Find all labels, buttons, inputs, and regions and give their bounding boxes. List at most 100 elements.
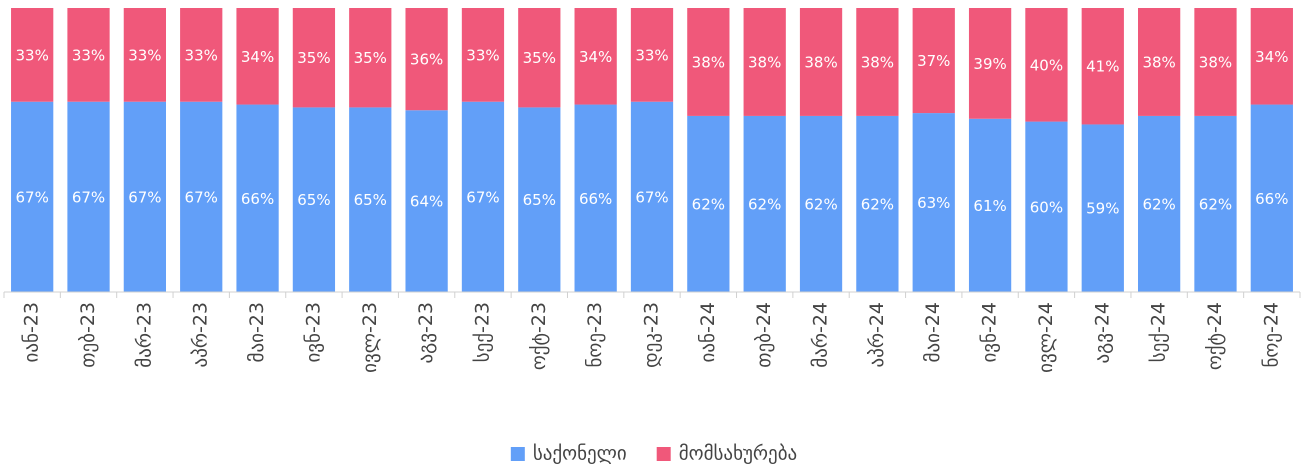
bar-segment xyxy=(687,8,730,116)
bar-segment xyxy=(799,115,843,292)
bar-segment xyxy=(180,8,223,102)
bar-segment xyxy=(1081,8,1124,125)
bar-segment xyxy=(405,110,448,293)
data-label: 36% xyxy=(410,51,443,69)
data-label: 33% xyxy=(72,46,105,64)
data-label: 61% xyxy=(973,197,1006,215)
bar-segment xyxy=(405,8,448,111)
bar-segment xyxy=(968,118,1012,292)
bar-segment xyxy=(349,107,392,293)
bar-segment xyxy=(1194,115,1237,292)
legend-swatch xyxy=(656,447,671,461)
data-label: 67% xyxy=(128,188,161,206)
x-tick-label: ნოე-24 xyxy=(1260,302,1282,368)
bar-segment xyxy=(574,104,617,292)
bar-segment xyxy=(743,115,786,292)
x-tick-label: მარ-24 xyxy=(810,302,832,368)
data-label: 65% xyxy=(354,191,387,209)
legend-item: საქონელი xyxy=(510,443,627,465)
data-label: 35% xyxy=(297,49,330,67)
data-label: 33% xyxy=(128,46,161,64)
data-label: 38% xyxy=(861,53,894,71)
data-label: 38% xyxy=(692,53,725,71)
data-label: 66% xyxy=(1255,190,1288,208)
data-label: 39% xyxy=(973,55,1006,73)
data-label: 62% xyxy=(861,195,894,213)
bar-segment xyxy=(123,8,166,102)
bar-segment xyxy=(11,101,54,292)
data-label: 64% xyxy=(410,193,443,211)
data-label: 65% xyxy=(523,191,556,209)
legend-label: საქონელი xyxy=(533,443,627,465)
bar-segment xyxy=(1194,8,1237,116)
data-label: 38% xyxy=(1142,53,1175,71)
x-tick-label: თებ-23 xyxy=(77,302,99,368)
x-tick-label: ოქტ-24 xyxy=(1204,302,1226,370)
x-tick-label: თებ-24 xyxy=(753,302,775,368)
bar-segment xyxy=(1138,115,1181,292)
bar-segment xyxy=(11,8,54,102)
x-tick-label: ნოე-23 xyxy=(584,302,606,368)
data-label: 67% xyxy=(72,188,105,206)
data-label: 38% xyxy=(748,53,781,71)
legend-item: მომსახურება xyxy=(656,443,797,465)
legend-label: მომსახურება xyxy=(679,443,797,465)
bar-segment xyxy=(1081,124,1124,292)
data-label: 67% xyxy=(16,188,49,206)
plot-area: 67% 33% იან-23 67% 33% თებ-23 67% 33% მარ-23 67% 3… xyxy=(3,8,1301,373)
data-label: 35% xyxy=(523,49,556,67)
data-label: 40% xyxy=(1030,56,1063,74)
bar-segment xyxy=(799,8,843,116)
bar-segment xyxy=(687,115,730,292)
data-label: 33% xyxy=(466,46,499,64)
bar-segment xyxy=(630,8,674,102)
data-label: 63% xyxy=(917,194,950,212)
x-tick-label: ივნ-23 xyxy=(302,302,324,363)
data-label: 65% xyxy=(297,191,330,209)
x-tick-label: აპრ-23 xyxy=(190,302,212,367)
bar-segment xyxy=(912,8,955,114)
bar-segment xyxy=(236,104,279,292)
x-tick-label: სექ-24 xyxy=(1148,302,1170,362)
data-label: 62% xyxy=(692,195,725,213)
data-label: 67% xyxy=(466,188,499,206)
data-label: 67% xyxy=(185,188,218,206)
x-tick-label: აგვ-24 xyxy=(1091,302,1113,363)
bar-segment xyxy=(968,8,1012,119)
data-label: 62% xyxy=(1142,195,1175,213)
bar-segment xyxy=(292,8,336,108)
data-label: 62% xyxy=(1199,195,1232,213)
bar-segment xyxy=(912,113,955,292)
x-tick-label: მაი-23 xyxy=(246,302,268,362)
x-tick-label: აგვ-23 xyxy=(415,302,437,363)
x-tick-label: ივლ-24 xyxy=(1035,302,1057,373)
x-tick-label: სექ-23 xyxy=(471,302,493,362)
bar-segment xyxy=(1138,8,1181,116)
x-tick-label: აპრ-24 xyxy=(866,302,888,367)
bar-segment xyxy=(630,101,674,292)
data-label: 41% xyxy=(1086,58,1119,76)
data-label: 60% xyxy=(1030,198,1063,216)
bar-segment xyxy=(123,101,166,292)
x-tick-label: დეკ-23 xyxy=(641,302,663,368)
data-label: 66% xyxy=(579,190,612,208)
bar-segment xyxy=(856,8,899,116)
bar-segment xyxy=(292,107,336,293)
x-tick-label: მაი-24 xyxy=(922,302,944,362)
x-tick-label: ივლ-23 xyxy=(359,302,381,373)
legend-swatch xyxy=(510,447,525,461)
data-label: 34% xyxy=(241,48,274,66)
bar-segment xyxy=(1025,8,1068,122)
bar-segment xyxy=(67,101,110,292)
data-label: 62% xyxy=(748,195,781,213)
legend: საქონელი მომსახურება xyxy=(510,443,797,465)
bar-segment xyxy=(461,101,505,292)
bar-segment xyxy=(67,8,110,102)
data-label: 34% xyxy=(1255,48,1288,66)
bar-segment xyxy=(518,8,561,108)
bar-segment xyxy=(518,107,561,293)
bar-segment xyxy=(461,8,505,102)
x-tick-label: ოქტ-23 xyxy=(528,302,550,370)
data-label: 62% xyxy=(804,195,837,213)
